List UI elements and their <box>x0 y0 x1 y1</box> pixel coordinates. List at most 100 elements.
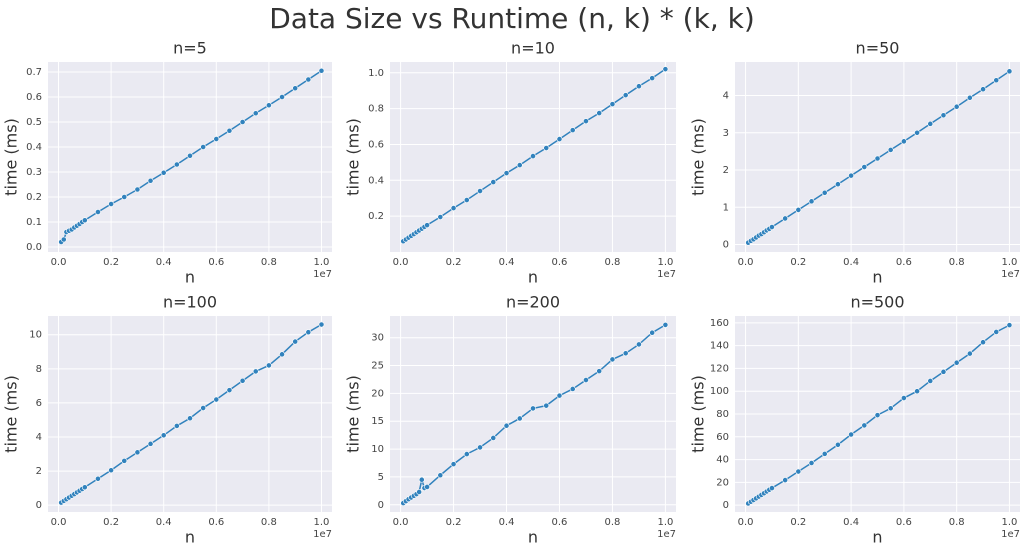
y-tick-label: 0.4 <box>26 142 42 153</box>
marker <box>239 377 246 384</box>
x-tick-label: 0.0 <box>738 257 754 268</box>
x-tick-label: 0.4 <box>156 517 172 528</box>
marker <box>503 170 510 177</box>
y-tick-label: 15 <box>371 416 384 427</box>
marker <box>609 356 616 363</box>
marker <box>940 368 947 375</box>
y-axis-label: time (ms) <box>344 118 363 196</box>
marker <box>927 120 934 127</box>
marker <box>993 329 1000 335</box>
marker <box>213 136 220 142</box>
x-tick-label: 0.8 <box>261 257 277 268</box>
x-tick-label: 0.2 <box>446 257 462 268</box>
subplot-title: n=50 <box>856 39 900 58</box>
marker <box>477 188 483 194</box>
marker <box>305 329 312 336</box>
marker <box>569 386 576 392</box>
y-tick-label: 0 <box>723 240 729 251</box>
y-axis-label: time (ms) <box>689 375 708 453</box>
y-tick-label: 160 <box>710 318 729 329</box>
y-tick-label: 3 <box>723 128 729 139</box>
x-tick-label: 0.2 <box>446 517 462 528</box>
marker <box>795 207 802 213</box>
marker <box>821 450 828 457</box>
y-tick-label: 5 <box>378 472 384 483</box>
marker <box>450 461 457 468</box>
x-offset-label: 1e7 <box>313 269 332 280</box>
y-tick-label: 1.0 <box>368 68 384 79</box>
marker <box>160 432 167 439</box>
marker <box>279 351 285 358</box>
marker <box>636 341 642 348</box>
marker <box>213 396 220 403</box>
marker <box>940 112 947 119</box>
x-tick-label: 0.0 <box>51 517 67 528</box>
marker <box>953 103 960 110</box>
marker <box>622 350 629 357</box>
marker <box>81 484 88 491</box>
x-tick-label: 0.6 <box>896 257 912 268</box>
marker <box>900 395 907 401</box>
y-tick-label: 0.8 <box>368 104 384 115</box>
marker <box>60 236 67 243</box>
y-tick-label: 30 <box>371 333 384 344</box>
x-tick-label: 1.0 <box>314 257 330 268</box>
x-tick-label: 0.8 <box>604 257 620 268</box>
marker <box>980 86 986 93</box>
marker <box>252 368 259 375</box>
marker <box>1006 322 1013 329</box>
marker <box>782 215 789 222</box>
marker <box>556 392 563 399</box>
marker <box>147 177 154 184</box>
y-axis-label: time (ms) <box>689 118 708 196</box>
plot-area <box>48 316 332 512</box>
marker <box>516 162 523 168</box>
marker <box>121 457 128 464</box>
x-tick-label: 0.6 <box>208 257 224 268</box>
marker <box>173 423 180 429</box>
subplot-title: n=200 <box>506 293 560 312</box>
y-axis-label: time (ms) <box>2 375 21 453</box>
marker <box>966 350 973 357</box>
subplot-title: n=100 <box>163 293 217 312</box>
y-axis-label: time (ms) <box>344 375 363 453</box>
marker <box>530 153 536 160</box>
marker <box>609 101 616 108</box>
marker <box>134 449 141 456</box>
subplot-title: n=500 <box>850 293 904 312</box>
marker <box>887 147 894 153</box>
marker <box>649 75 656 82</box>
x-tick-label: 0.6 <box>552 257 568 268</box>
marker <box>769 224 775 230</box>
y-tick-label: 10 <box>371 444 384 455</box>
x-tick-label: 1.0 <box>657 517 673 528</box>
marker <box>835 181 841 188</box>
x-tick-label: 0.0 <box>51 257 67 268</box>
y-tick-label: 0.2 <box>368 211 384 222</box>
marker <box>980 339 986 346</box>
x-tick-label: 1.0 <box>1001 257 1017 268</box>
x-tick-label: 0.2 <box>790 517 806 528</box>
marker <box>187 415 193 422</box>
marker <box>596 110 603 116</box>
y-tick-label: 0 <box>378 500 384 511</box>
y-tick-label: 25 <box>371 361 384 372</box>
marker <box>437 472 444 479</box>
marker <box>226 127 233 134</box>
x-axis-label: n <box>528 268 538 287</box>
subplot-title: n=10 <box>511 39 555 58</box>
y-tick-label: 1 <box>723 202 729 213</box>
marker <box>914 129 920 136</box>
y-axis-label: time (ms) <box>2 118 21 196</box>
marker <box>662 322 669 328</box>
marker <box>622 92 629 99</box>
marker <box>795 468 802 475</box>
y-tick-label: 4 <box>36 432 42 443</box>
marker <box>450 205 457 211</box>
x-tick-label: 0.2 <box>790 257 806 268</box>
x-tick-label: 0.0 <box>393 517 409 528</box>
marker <box>279 94 285 100</box>
y-tick-label: 10 <box>29 330 42 341</box>
marker <box>187 152 193 159</box>
